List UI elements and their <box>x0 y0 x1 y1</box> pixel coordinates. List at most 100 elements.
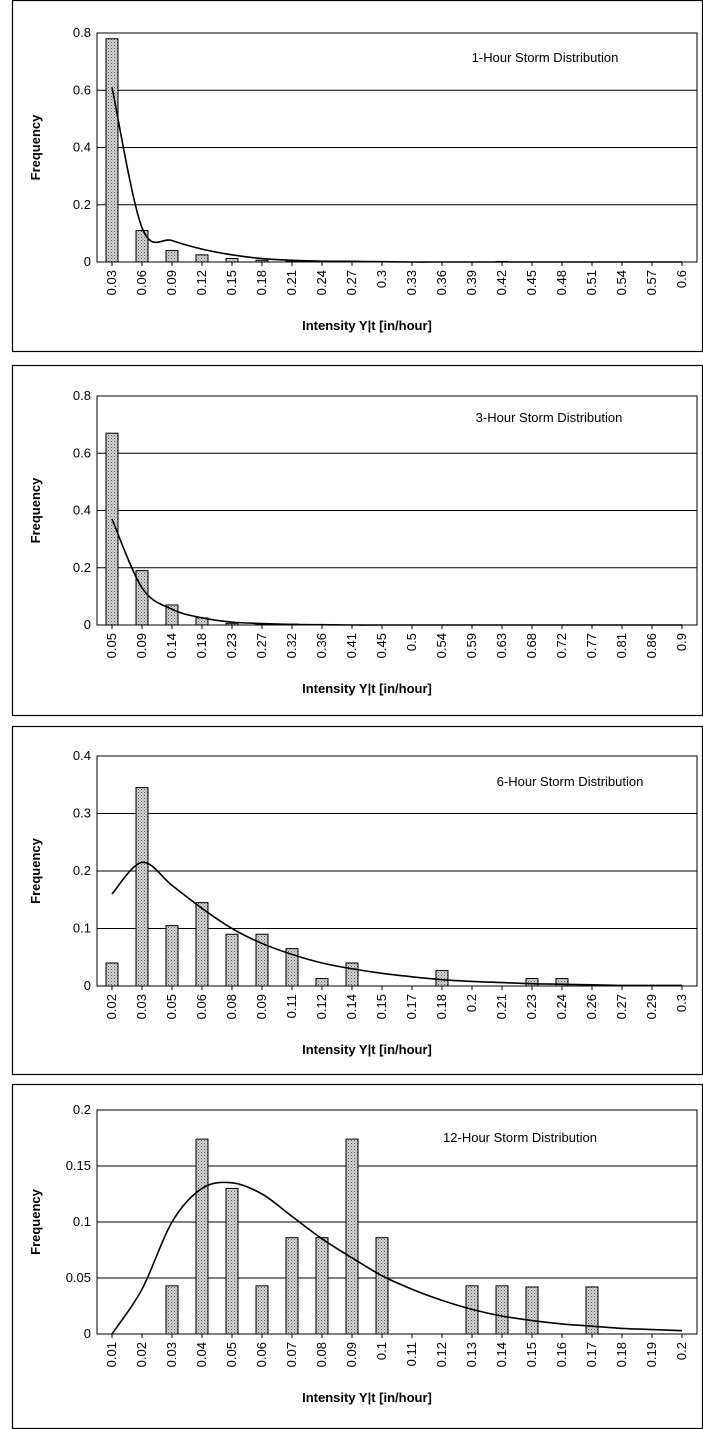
y-tick-label: 0.2 <box>73 197 91 212</box>
chart-panel-2: 0 0.2 0.4 0.6 0.8 0.05 0.09 0.14 0.18 0.23 0.27 0.3… <box>11 364 703 717</box>
bar <box>225 1187 239 1335</box>
bar <box>195 254 209 263</box>
x-axis-title: Intensity Y|t [in/hour] <box>302 681 432 696</box>
x-tick-label: 0.02 <box>104 994 119 1019</box>
x-tick-label: 0.12 <box>194 270 209 295</box>
chart-panel-1: 0 0.2 0.4 0.6 0.8 0.03 0.06 0.09 0.12 0.15 0.18 0.2… <box>11 0 703 353</box>
fit-curve <box>111 861 682 987</box>
bar <box>315 1237 329 1335</box>
x-tick-label: 0.1 <box>374 1342 389 1360</box>
chart-title: 3-Hour Storm Distribution <box>476 410 623 425</box>
x-tick-label: 0.68 <box>524 633 539 658</box>
y-tick-label: 0.8 <box>73 25 91 40</box>
bar <box>105 962 119 987</box>
fit-curve <box>111 1181 683 1335</box>
x-tick-label: 0.06 <box>134 270 149 295</box>
y-tick-label: 0.2 <box>73 1102 91 1117</box>
x-tick-label: 0.29 <box>644 994 659 1019</box>
x-tick-label: 0.01 <box>104 1342 119 1367</box>
x-tick-label: 0.27 <box>344 270 359 295</box>
chart-panel-3: 0 0.1 0.2 0.3 0.4 0.02 0.03 0.05 0.06 0.08 0.09 0.1… <box>11 725 703 1076</box>
x-tick-label: 0.16 <box>554 1342 569 1367</box>
bar <box>435 969 449 987</box>
x-tick-label: 0.23 <box>524 994 539 1019</box>
x-tick-label: 0.09 <box>134 633 149 658</box>
y-tick-label: 0.2 <box>73 560 91 575</box>
bar <box>495 1285 509 1335</box>
x-tick-label: 0.05 <box>224 1342 239 1367</box>
x-tick-label: 0.18 <box>614 1342 629 1367</box>
x-tick-label: 0.06 <box>254 1342 269 1367</box>
x-tick-label: 0.81 <box>614 633 629 658</box>
x-tick-label: 0.23 <box>224 633 239 658</box>
x-tick-label: 0.14 <box>164 633 179 658</box>
y-tick-label: 0 <box>84 978 91 993</box>
y-tick-label: 0.4 <box>73 748 91 763</box>
x-tick-label: 0.42 <box>494 270 509 295</box>
bar <box>165 925 179 987</box>
y-axis-title: Frequency <box>28 1188 43 1255</box>
bar <box>285 260 299 263</box>
x-tick-label: 0.08 <box>314 1342 329 1367</box>
x-tick-label: 0.39 <box>464 270 479 295</box>
x-tick-label: 0.02 <box>134 1342 149 1367</box>
bar <box>525 1286 539 1335</box>
bar <box>105 38 119 263</box>
x-tick-label: 0.14 <box>344 994 359 1019</box>
y-tick-label: 0.2 <box>73 863 91 878</box>
x-tick-label: 0.21 <box>494 994 509 1019</box>
x-tick-label: 0.09 <box>344 1342 359 1367</box>
x-tick-label: 0.77 <box>584 633 599 658</box>
x-tick-label: 0.36 <box>434 270 449 295</box>
x-tick-label: 0.26 <box>584 994 599 1019</box>
x-tick-label: 0.11 <box>404 1342 419 1366</box>
x-tick-label: 0.32 <box>284 633 299 658</box>
bar <box>315 978 329 987</box>
x-tick-label: 0.18 <box>194 633 209 658</box>
x-axis-title: Intensity Y|t [in/hour] <box>302 1042 432 1057</box>
x-tick-label: 0.27 <box>254 633 269 658</box>
x-tick-label: 0.86 <box>644 633 659 658</box>
x-tick-label: 0.17 <box>404 994 419 1019</box>
x-tick-label: 0.5 <box>404 633 419 651</box>
y-tick-label: 0.1 <box>73 921 91 936</box>
x-tick-label: 0.12 <box>434 1342 449 1367</box>
y-tick-label: 0.4 <box>73 503 91 518</box>
x-tick-label: 0.9 <box>674 633 689 651</box>
chart-title: 12-Hour Storm Distribution <box>443 1130 597 1145</box>
y-tick-label: 0.8 <box>73 388 91 403</box>
x-tick-label: 0.09 <box>254 994 269 1019</box>
x-tick-label: 0.3 <box>674 994 689 1012</box>
x-tick-label: 0.45 <box>524 270 539 295</box>
x-axis-title: Intensity Y|t [in/hour] <box>302 1390 432 1405</box>
bar <box>375 1237 389 1335</box>
x-tick-label: 0.15 <box>224 270 239 295</box>
x-tick-label: 0.33 <box>404 270 419 295</box>
plot-area <box>96 755 698 987</box>
bar <box>195 902 209 987</box>
x-tick-label: 0.05 <box>164 994 179 1019</box>
bar <box>255 1285 269 1335</box>
bar <box>285 1237 299 1335</box>
y-tick-label: 0.1 <box>73 1214 91 1229</box>
y-tick-label: 0.05 <box>66 1270 91 1285</box>
x-tick-label: 0.6 <box>674 270 689 288</box>
chart-panel-4: 0 0.05 0.1 0.15 0.2 0.01 0.02 0.03 0.04 0.05 0.06 0… <box>11 1083 703 1429</box>
x-tick-label: 0.59 <box>464 633 479 658</box>
x-tick-label: 0.18 <box>254 270 269 295</box>
x-tick-label: 0.11 <box>284 994 299 1018</box>
y-tick-label: 0.6 <box>73 82 91 97</box>
bar <box>525 978 539 987</box>
y-tick-label: 0.6 <box>73 445 91 460</box>
x-tick-label: 0.05 <box>104 633 119 658</box>
x-tick-label: 0.72 <box>554 633 569 658</box>
y-tick-label: 0.4 <box>73 140 91 155</box>
x-tick-label: 0.09 <box>164 270 179 295</box>
chart-title: 6-Hour Storm Distribution <box>497 774 644 789</box>
bar <box>135 787 149 987</box>
x-tick-label: 0.17 <box>584 1342 599 1367</box>
x-tick-label: 0.54 <box>614 270 629 295</box>
x-tick-label: 0.57 <box>644 270 659 295</box>
chart-title: 1-Hour Storm Distribution <box>472 50 619 65</box>
y-tick-label: 0 <box>84 254 91 269</box>
